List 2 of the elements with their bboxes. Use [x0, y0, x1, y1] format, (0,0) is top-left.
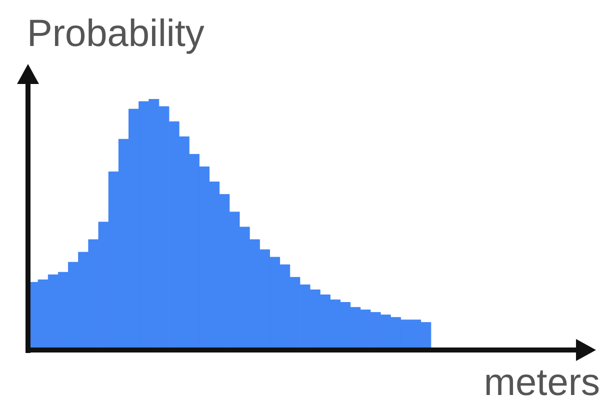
- y-axis-title: Probability: [27, 13, 204, 55]
- x-axis-title: meters: [484, 362, 600, 401]
